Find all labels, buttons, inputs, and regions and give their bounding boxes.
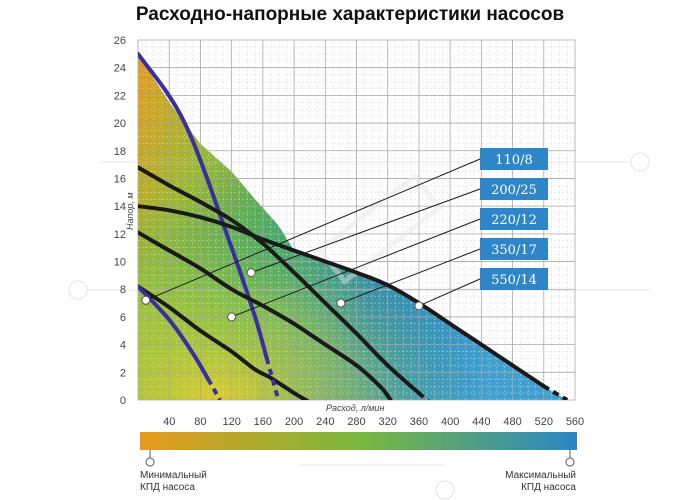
pump-curve-tail bbox=[264, 357, 281, 400]
pump-curve-tail bbox=[305, 398, 310, 400]
model-label-box bbox=[480, 148, 548, 170]
colorbar-min-dot bbox=[145, 457, 155, 467]
y-tick-label: 10 bbox=[114, 257, 126, 269]
model-label: 550/14 bbox=[491, 273, 537, 288]
y-tick-label: 0 bbox=[120, 395, 126, 407]
x-tick-label: 280 bbox=[347, 416, 365, 428]
leader-dot bbox=[336, 298, 346, 308]
model-label-box bbox=[480, 238, 548, 260]
pump-curve-tail bbox=[542, 384, 569, 400]
pump-curve-tail bbox=[206, 378, 222, 400]
min-efficiency-label: Минимальный КПД насоса bbox=[140, 470, 207, 494]
y-tick-label: 20 bbox=[114, 118, 126, 130]
y-tick-label: 26 bbox=[114, 35, 126, 47]
x-tick-label: 520 bbox=[535, 416, 553, 428]
y-tick-label: 4 bbox=[120, 340, 126, 352]
efficiency-area-overlay bbox=[138, 53, 575, 401]
x-tick-label: 40 bbox=[163, 416, 175, 428]
pump-curve-350/17 bbox=[138, 165, 421, 396]
x-tick-label: 240 bbox=[316, 416, 334, 428]
min-efficiency-line2: КПД насоса bbox=[140, 482, 195, 493]
model-label-box bbox=[480, 178, 548, 200]
colorbar-max-dot bbox=[565, 457, 575, 467]
x-tick-label: 160 bbox=[254, 416, 272, 428]
leader-line bbox=[340, 248, 481, 304]
x-tick-label: 440 bbox=[472, 416, 490, 428]
x-tick-label: 80 bbox=[194, 416, 206, 428]
y-tick-label: 24 bbox=[114, 63, 126, 75]
x-tick-label: 120 bbox=[222, 416, 240, 428]
y-axis-label: Напор, м bbox=[125, 192, 135, 230]
leader-line bbox=[231, 218, 481, 318]
y-tick-label: 8 bbox=[120, 284, 126, 296]
pump-curve-220/12 bbox=[138, 230, 390, 398]
label-leaders bbox=[141, 158, 481, 322]
pump-curve-tail bbox=[386, 394, 394, 400]
leader-dot bbox=[227, 312, 237, 322]
y-tick-label: 14 bbox=[114, 201, 126, 213]
leader-line bbox=[145, 158, 481, 301]
min-efficiency-line1: Минимальный bbox=[140, 470, 207, 481]
pump-curve-minor bbox=[138, 284, 211, 382]
pump-curve-200/25 bbox=[138, 51, 269, 361]
leader-dot bbox=[414, 301, 424, 311]
model-label-box bbox=[480, 208, 548, 230]
x-tick-label: 480 bbox=[503, 416, 521, 428]
x-tick-label: 200 bbox=[285, 416, 303, 428]
x-tick-label: 360 bbox=[410, 416, 428, 428]
model-label: 200/25 bbox=[491, 183, 537, 198]
leader-dot bbox=[246, 268, 256, 278]
y-tick-label: 18 bbox=[114, 146, 126, 158]
max-efficiency-label: Максимальный КПД насоса bbox=[500, 470, 576, 494]
max-efficiency-line1: Максимальный bbox=[505, 470, 576, 481]
leader-line bbox=[418, 278, 481, 307]
model-labels: 110/8 200/25 220/12 350/17 550/14 bbox=[480, 148, 548, 290]
y-tick-label: 16 bbox=[114, 173, 126, 185]
y-tick-label: 22 bbox=[114, 90, 126, 102]
pump-curve-tail bbox=[417, 391, 430, 400]
model-label: 350/17 bbox=[491, 243, 537, 258]
pump-curve-550/14 bbox=[138, 204, 546, 389]
model-label-box bbox=[480, 268, 548, 290]
x-axis-label: Расход, л/мин bbox=[326, 403, 384, 413]
pump-curve-110/8 bbox=[138, 284, 308, 400]
chart-title: Расходно-напорные характеристики насосов bbox=[135, 4, 565, 25]
leader-dot bbox=[141, 295, 151, 305]
x-tick-label: 400 bbox=[441, 416, 459, 428]
y-tick-label: 6 bbox=[120, 312, 126, 324]
efficiency-fill bbox=[138, 53, 575, 401]
x-tick-label: 320 bbox=[379, 416, 397, 428]
leader-line bbox=[250, 188, 481, 274]
x-tick-label: 560 bbox=[566, 416, 584, 428]
model-label: 220/12 bbox=[491, 213, 537, 228]
y-tick-label: 2 bbox=[120, 367, 126, 379]
pump-curves bbox=[138, 51, 569, 400]
efficiency-colorbar bbox=[140, 432, 577, 450]
model-label: 110/8 bbox=[495, 153, 532, 168]
y-tick-label: 12 bbox=[114, 229, 126, 241]
max-efficiency-line2: КПД насоса bbox=[521, 482, 576, 493]
